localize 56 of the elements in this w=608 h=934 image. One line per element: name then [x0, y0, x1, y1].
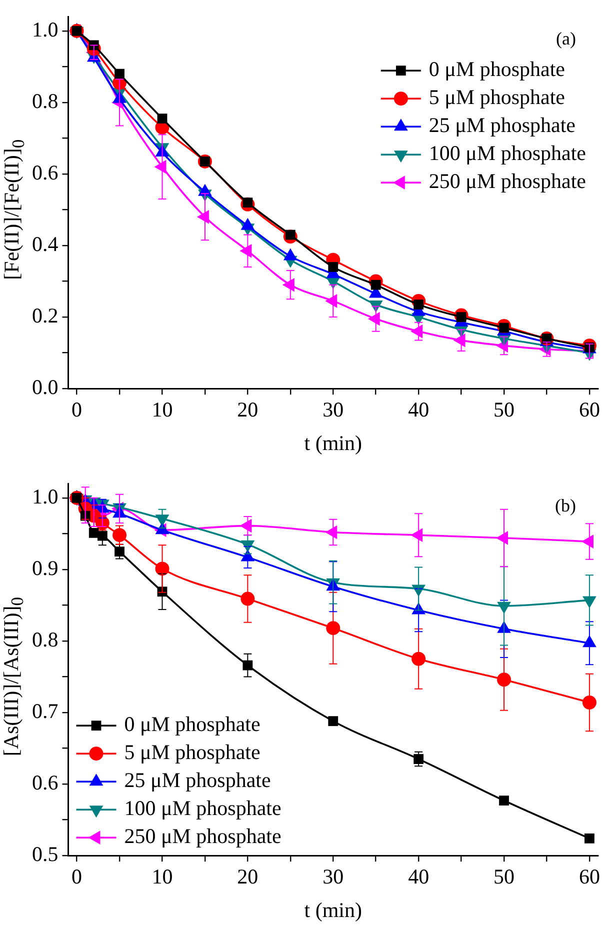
y-tick-label: 0.2 — [32, 304, 58, 328]
y-tick-label: 0.4 — [32, 232, 59, 256]
legend-label: 5 μM phosphate — [428, 85, 566, 110]
point — [97, 530, 108, 541]
y-tick-label: 0.8 — [32, 88, 58, 113]
point — [499, 796, 509, 806]
y-tick-label: 0.5 — [32, 842, 58, 866]
point — [584, 833, 594, 844]
point — [114, 546, 124, 557]
legend-label: 25 μM phosphate — [428, 113, 576, 138]
x-tick-label: 40 — [408, 398, 430, 422]
y-tick-label: 0.6 — [32, 770, 58, 795]
point — [412, 652, 426, 666]
legend-label: 25 μM phosphate — [124, 768, 271, 792]
point — [497, 672, 512, 687]
x-tick-label: 10 — [152, 398, 173, 422]
x-tick-label: 30 — [322, 398, 344, 422]
legend-label: 250 μM phosphate — [124, 824, 282, 848]
legend-label: 100 μM phosphate — [124, 796, 282, 820]
x-axis-title: t (min) — [304, 430, 362, 455]
x-tick-label: 40 — [408, 864, 430, 889]
y-tick-label: 0.8 — [32, 628, 58, 652]
x-tick-label: 10 — [152, 864, 173, 889]
annotation: (a) — [556, 28, 576, 48]
point — [328, 262, 338, 272]
x-axis-title: t (min) — [304, 898, 362, 922]
x-tick-label: 0 — [72, 398, 82, 422]
point — [114, 68, 124, 79]
legend-label: 0 μM phosphate — [428, 57, 566, 82]
legend-label: 5 μM phosphate — [124, 740, 260, 764]
y-tick-label: 0.9 — [32, 556, 58, 580]
y-tick-label: 0.7 — [32, 699, 58, 724]
annotation: (b) — [555, 495, 576, 516]
legend-label: 0 μM phosphate — [124, 712, 260, 736]
point — [240, 592, 255, 606]
y-tick-label: 1.0 — [32, 484, 58, 508]
point — [326, 621, 340, 636]
y-tick-label: 0.6 — [32, 160, 58, 184]
point — [242, 660, 253, 670]
x-tick-label: 60 — [578, 864, 600, 889]
x-tick-label: 50 — [494, 398, 515, 422]
point — [157, 114, 168, 124]
point — [414, 754, 424, 764]
x-tick-label: 50 — [494, 864, 515, 889]
point — [328, 716, 338, 726]
x-tick-label: 20 — [237, 398, 258, 422]
x-tick-label: 20 — [237, 864, 258, 889]
x-tick-label: 0 — [72, 864, 82, 889]
legend-label: 100 μM phosphate — [428, 141, 586, 166]
x-tick-label: 60 — [578, 398, 600, 422]
x-tick-label: 30 — [322, 864, 344, 889]
point — [112, 528, 127, 542]
legend-label: 250 μM phosphate — [428, 169, 586, 194]
y-tick-label: 0.0 — [32, 375, 58, 400]
point — [582, 696, 596, 710]
y-tick-label: 1.0 — [32, 17, 58, 42]
